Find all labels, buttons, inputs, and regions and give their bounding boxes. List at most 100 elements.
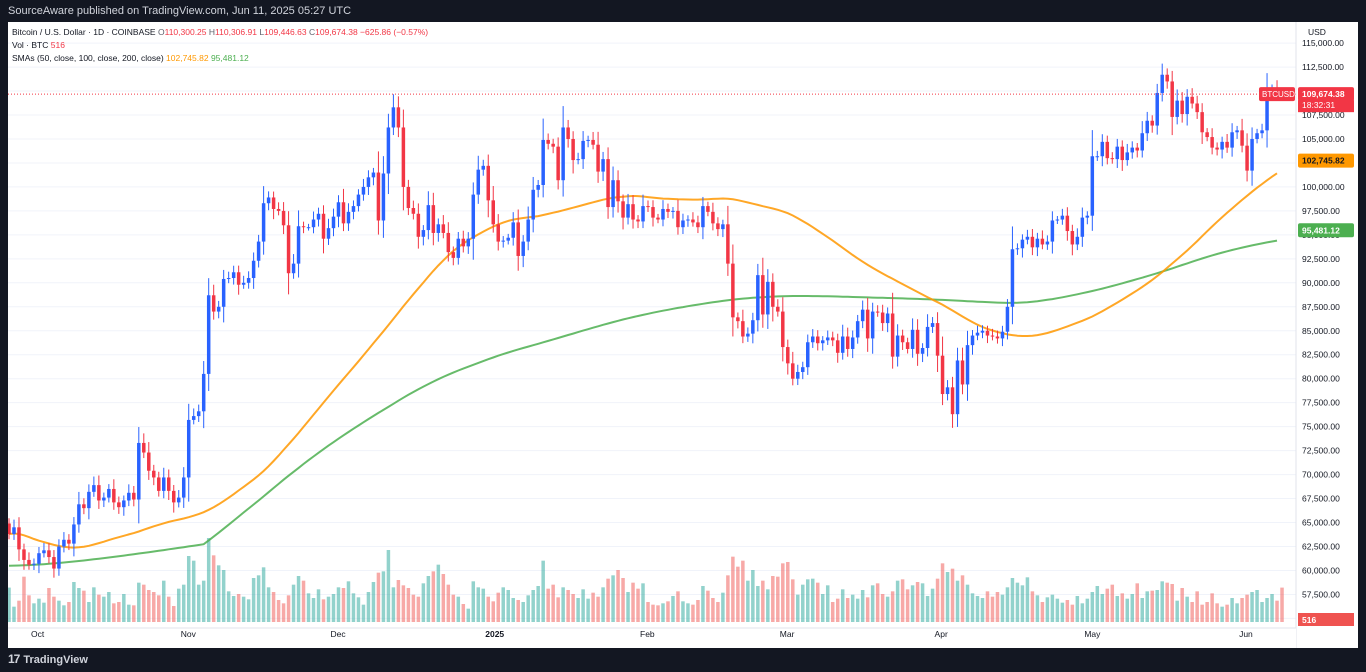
- candle: [606, 147, 610, 219]
- candle: [1185, 89, 1189, 126]
- tradingview-logo[interactable]: 17 TradingView: [8, 648, 88, 672]
- volume-bar: [42, 602, 46, 622]
- volume-bar: [1020, 585, 1025, 622]
- volume-bar: [57, 600, 61, 622]
- candle-body: [1185, 96, 1189, 115]
- volume-bar: [62, 605, 66, 622]
- volume-bar: [571, 594, 575, 622]
- volume-bar: [17, 600, 21, 622]
- volume-bar: [1200, 604, 1204, 622]
- volume-bar: [411, 594, 416, 622]
- candle: [306, 223, 311, 231]
- volume-bar: [376, 572, 381, 622]
- candle-body: [925, 326, 930, 349]
- volume-bar: [301, 580, 306, 622]
- candle-body: [1115, 146, 1120, 160]
- chart-panel[interactable]: USD55,000.0057,500.0060,000.0062,500.006…: [8, 22, 1358, 648]
- candle-body: [486, 165, 491, 201]
- volume-bar: [716, 602, 720, 622]
- candle-body: [1210, 137, 1214, 148]
- sma50-line: [8, 172, 1278, 549]
- candle: [875, 305, 880, 317]
- candle: [67, 534, 71, 551]
- candle: [1080, 207, 1085, 247]
- candle: [920, 343, 925, 363]
- volume-bar: [1025, 577, 1030, 622]
- candle: [611, 166, 615, 218]
- candle-body: [441, 224, 446, 233]
- volume-bar: [1235, 603, 1239, 622]
- price-tick-label: 67,500.00: [1302, 494, 1340, 504]
- candle: [1215, 142, 1219, 156]
- candle: [1040, 230, 1045, 250]
- volume-bar: [47, 588, 51, 622]
- volume-bar: [1270, 594, 1274, 622]
- volume-bar: [107, 592, 111, 622]
- candle: [1015, 243, 1020, 255]
- candle-body: [446, 232, 451, 253]
- volume-bar: [356, 597, 361, 622]
- candle: [1085, 211, 1090, 225]
- price-tick-label: 77,500.00: [1302, 398, 1340, 408]
- volume-bar: [231, 596, 236, 622]
- candle-body: [736, 317, 740, 322]
- candle: [72, 517, 76, 557]
- price-tick-label: 80,000.00: [1302, 374, 1340, 384]
- volume-bar: [1005, 587, 1010, 622]
- price-tick-label: 70,000.00: [1302, 470, 1340, 480]
- volume-bar: [796, 594, 800, 622]
- candle-body: [801, 367, 805, 372]
- candle: [221, 269, 226, 323]
- candle: [396, 96, 401, 138]
- sma200-marker-value: 95,481.12: [1302, 225, 1340, 235]
- candle-body: [127, 492, 131, 501]
- candle: [481, 159, 486, 176]
- candle: [531, 176, 535, 233]
- price-chart[interactable]: USD55,000.0057,500.0060,000.0062,500.006…: [8, 22, 1358, 648]
- time-tick-label: Nov: [181, 629, 197, 639]
- volume-bar: [1160, 581, 1164, 622]
- candle-body: [1025, 236, 1030, 240]
- candle: [47, 543, 51, 564]
- candle-body: [706, 206, 710, 212]
- candle-body: [771, 281, 775, 307]
- candle-body: [331, 216, 336, 229]
- candle-body: [701, 206, 705, 228]
- volume-bar: [246, 599, 251, 622]
- candle: [900, 329, 905, 350]
- volume-bar: [1245, 594, 1249, 622]
- candle-body: [306, 227, 311, 229]
- candle: [855, 314, 860, 344]
- candle-body: [221, 278, 226, 307]
- candle: [241, 275, 246, 289]
- candle: [905, 337, 910, 354]
- candle: [1210, 128, 1214, 155]
- candle: [661, 200, 665, 227]
- candle-body: [835, 340, 840, 353]
- volume-bar: [850, 594, 855, 622]
- candle-body: [281, 210, 286, 226]
- candle-body: [147, 452, 151, 471]
- candle: [1150, 115, 1154, 133]
- volume-bar: [1175, 600, 1179, 622]
- price-tick-label: 85,000.00: [1302, 326, 1340, 336]
- volume-bar: [581, 589, 585, 622]
- candle-body: [381, 173, 386, 221]
- candle-body: [1235, 130, 1239, 133]
- candle-body: [1045, 241, 1050, 245]
- candle-body: [511, 222, 515, 238]
- candle: [416, 203, 421, 249]
- candle-body: [1015, 248, 1020, 250]
- candle-body: [1105, 141, 1110, 159]
- volume-bar: [486, 596, 491, 622]
- candle: [456, 231, 461, 265]
- candle-body: [451, 252, 456, 258]
- candle-body: [1010, 249, 1015, 307]
- candle-body: [157, 477, 161, 491]
- candle-body: [631, 204, 635, 220]
- candle-body: [1195, 103, 1199, 113]
- candle-body: [386, 127, 391, 174]
- candle-body: [1190, 96, 1194, 104]
- candle-body: [67, 539, 71, 544]
- volume-bar: [726, 575, 730, 622]
